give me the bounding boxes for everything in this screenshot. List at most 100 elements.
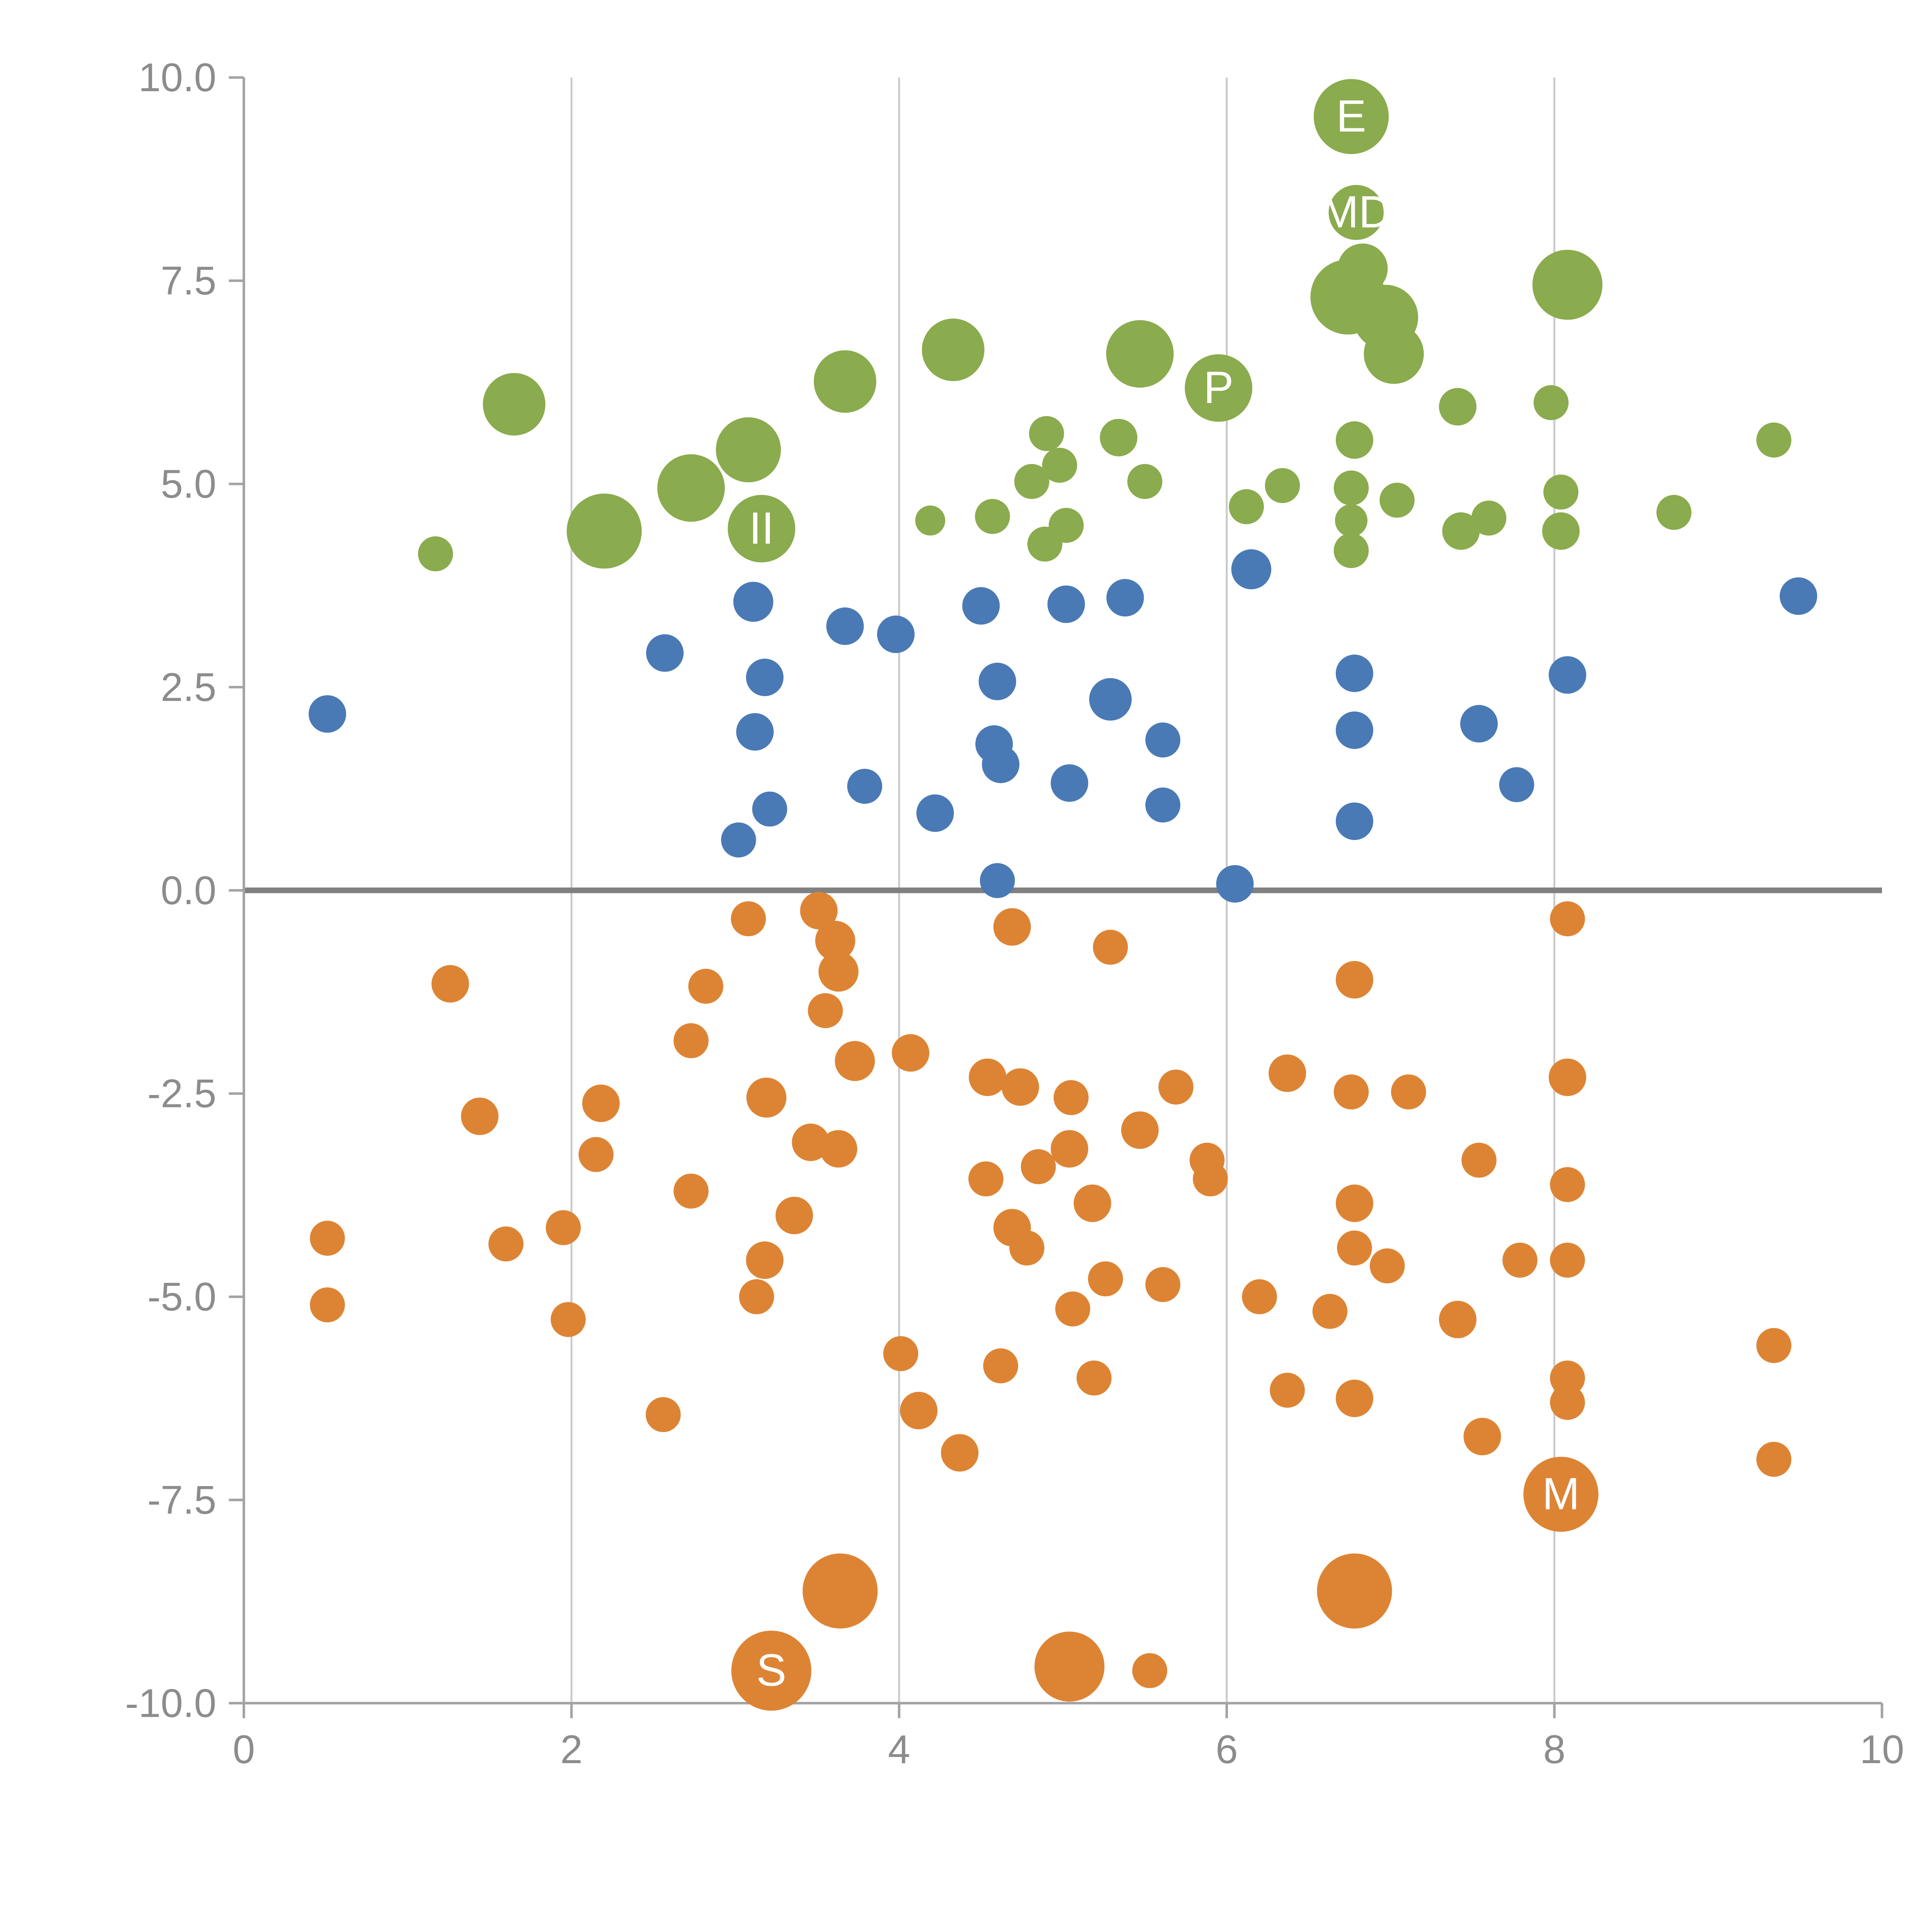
- green-data-point: [418, 536, 453, 571]
- blue-data-point: [646, 634, 684, 672]
- orange-data-point: [1053, 1080, 1089, 1115]
- orange-data-point: [1756, 1328, 1792, 1363]
- blue-data-point: [847, 769, 883, 804]
- orange-data-point: [310, 1221, 345, 1256]
- green-data-point: [1328, 185, 1384, 240]
- blue-data-point: [308, 695, 346, 733]
- orange-data-point: [1463, 1418, 1501, 1456]
- orange-data-point: [1242, 1279, 1277, 1315]
- orange-data-point: [818, 951, 859, 992]
- point-label: M: [1542, 1469, 1580, 1519]
- y-tick-label: 0.0: [161, 868, 216, 913]
- green-data-point: [1042, 447, 1077, 483]
- orange-data-point: [1077, 1361, 1112, 1396]
- green-data-point: [1100, 418, 1138, 457]
- orange-data-point: [1158, 1069, 1194, 1105]
- blue-data-point: [746, 658, 784, 696]
- green-data-point: [1027, 526, 1063, 562]
- blue-data-point: [1499, 767, 1534, 803]
- orange-data-point: [968, 1161, 1003, 1197]
- orange-data-point: [1550, 901, 1585, 937]
- blue-data-point: [1106, 579, 1144, 617]
- orange-data-point: [808, 993, 843, 1028]
- orange-data-point: [1088, 1261, 1123, 1297]
- orange-data-point: [1093, 930, 1128, 965]
- green-data-point: [1533, 385, 1569, 420]
- y-tick-label: -2.5: [147, 1071, 216, 1116]
- y-tick-label: 10.0: [138, 55, 216, 100]
- green-data-point: [1333, 470, 1369, 506]
- blue-data-point: [1335, 711, 1373, 749]
- green-data-point: [657, 454, 725, 522]
- green-data-point: [1029, 416, 1064, 451]
- orange-data-point: [688, 969, 723, 1004]
- green-data-point: [1229, 489, 1264, 524]
- orange-data-point: [891, 1034, 930, 1072]
- orange-data-point: [1002, 1068, 1039, 1106]
- blue-data-point: [1051, 764, 1088, 802]
- x-tick-label: 4: [888, 1727, 910, 1772]
- blue-data-point: [752, 791, 787, 827]
- blue-data-point: [826, 607, 864, 645]
- green-data-point: [1106, 320, 1174, 388]
- green-data-point: [1335, 504, 1368, 537]
- green-data-point: [1379, 483, 1415, 518]
- orange-data-point: [582, 1084, 620, 1122]
- orange-data-point: [1020, 1149, 1056, 1184]
- blue-data-point: [1047, 585, 1085, 623]
- orange-data-point: [461, 1097, 499, 1135]
- green-data-point: [1756, 422, 1792, 458]
- green-data-point: [922, 318, 985, 381]
- green-data-point: [1185, 354, 1252, 422]
- green-data-point: [1532, 250, 1603, 320]
- green-data-point: [1439, 388, 1477, 426]
- blue-data-point: [736, 713, 774, 751]
- point-label: II: [749, 503, 774, 553]
- orange-data-point: [1034, 1631, 1105, 1702]
- green-data-point: [1335, 421, 1373, 459]
- x-tick-label: 0: [233, 1727, 255, 1772]
- orange-data-point: [551, 1302, 586, 1337]
- green-data-point: [1127, 464, 1163, 499]
- orange-data-point: [1269, 1054, 1306, 1092]
- green-data-point: [716, 417, 781, 483]
- point-label: MD: [1321, 187, 1391, 237]
- orange-data-point: [1073, 1184, 1111, 1222]
- orange-data-point: [1391, 1074, 1426, 1110]
- blue-data-point: [978, 663, 1016, 701]
- green-data-point: [1364, 324, 1424, 384]
- orange-data-point: [993, 908, 1031, 946]
- orange-data-point: [646, 1397, 681, 1432]
- orange-data-point: [800, 892, 838, 930]
- orange-data-point: [1550, 1385, 1585, 1420]
- orange-data-point: [1145, 1267, 1180, 1302]
- orange-data-point: [900, 1391, 938, 1430]
- green-data-point: [728, 495, 796, 563]
- orange-data-point: [1756, 1442, 1792, 1477]
- orange-data-point: [731, 1631, 811, 1711]
- green-data-point: [1313, 79, 1389, 154]
- orange-data-point: [431, 965, 469, 1003]
- orange-data-point: [1549, 1058, 1587, 1096]
- orange-data-point: [835, 1041, 875, 1081]
- orange-data-point: [1335, 961, 1373, 999]
- orange-data-point: [1335, 1184, 1373, 1222]
- orange-data-point: [1270, 1372, 1305, 1408]
- orange-data-point: [1132, 1653, 1167, 1688]
- y-tick-label: 7.5: [161, 258, 216, 303]
- orange-data-point: [815, 920, 855, 961]
- orange-data-point: [1337, 1230, 1372, 1266]
- green-data-point: [975, 499, 1010, 534]
- orange-data-point: [775, 1197, 813, 1235]
- blue-data-point: [721, 822, 756, 858]
- orange-data-point: [1523, 1457, 1599, 1532]
- orange-data-point: [1502, 1243, 1537, 1278]
- orange-data-point: [983, 1348, 1019, 1384]
- y-tick-label: -5.0: [147, 1274, 216, 1319]
- orange-data-point: [969, 1058, 1007, 1096]
- orange-data-point: [731, 901, 766, 937]
- blue-data-point: [1335, 655, 1373, 692]
- blue-data-point: [1549, 656, 1587, 694]
